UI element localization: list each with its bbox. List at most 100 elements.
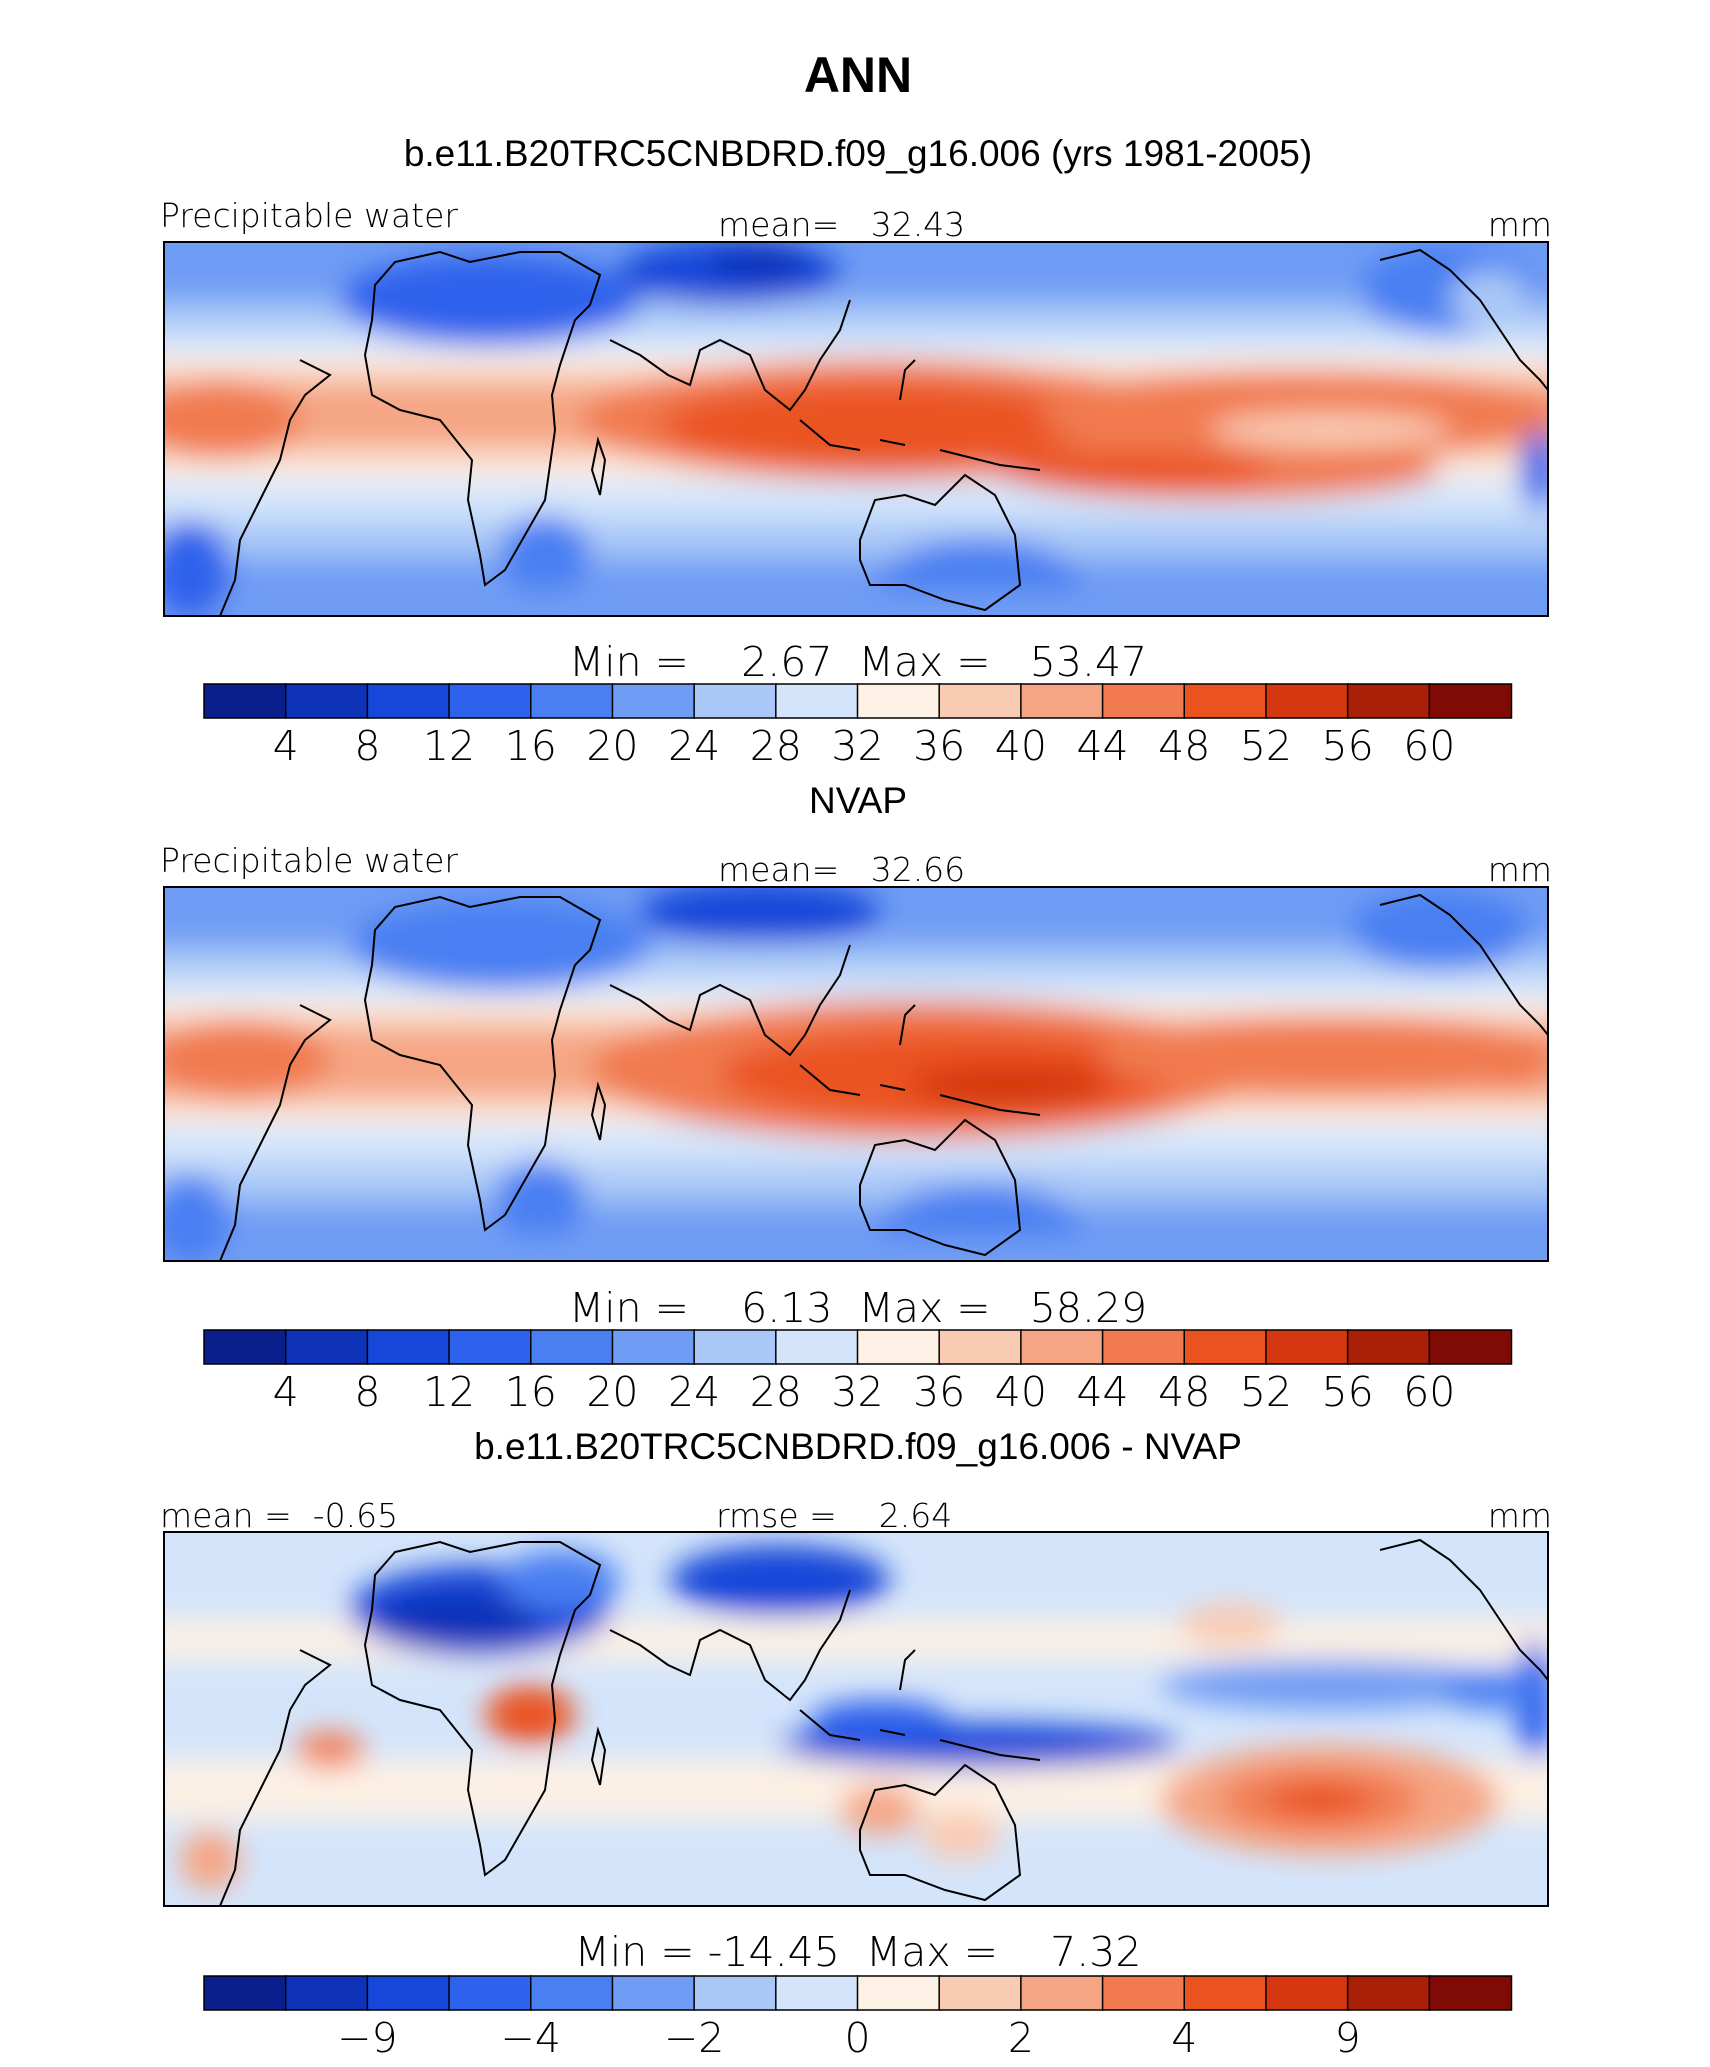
colorbar-swatch bbox=[1020, 683, 1104, 719]
colorbar-swatch bbox=[1346, 1329, 1431, 1365]
colorbar-tick-label: 40 bbox=[995, 1368, 1047, 1416]
colorbar-swatch bbox=[938, 683, 1023, 719]
colorbar-tick-label: 56 bbox=[1322, 722, 1374, 770]
colorbar-swatch bbox=[1101, 683, 1186, 719]
colorbar-swatch bbox=[775, 1975, 859, 2011]
colorbar-swatch bbox=[693, 1329, 778, 1365]
colorbar-swatch bbox=[203, 683, 287, 719]
contour-map bbox=[164, 242, 1548, 616]
contour-map bbox=[164, 887, 1548, 1261]
colorbar-tick-label: 48 bbox=[1158, 1368, 1210, 1416]
colorbar-tick-label: 40 bbox=[995, 722, 1047, 770]
colorbar-swatch bbox=[856, 1975, 941, 2011]
colorbar-swatch bbox=[284, 1975, 369, 2011]
variable-label: Precipitable water bbox=[160, 841, 458, 880]
panel-obs: NVAP Precipitable water mean= 32.66 mm bbox=[160, 780, 1552, 1416]
colorbar-swatch bbox=[448, 683, 532, 719]
colorbar: 4 8 12 16 20 24 28 32 36 40 44 48 52 56 60 bbox=[203, 683, 1513, 770]
colorbar-swatch bbox=[1265, 683, 1349, 719]
colorbar-swatch bbox=[856, 683, 941, 719]
panel-title: b.e11.B20TRC5CNBDRD.f09_g16.006 (yrs 198… bbox=[404, 133, 1312, 174]
colorbar-swatch bbox=[530, 683, 614, 719]
variable-label: Precipitable water bbox=[160, 196, 458, 235]
colorbar-swatch bbox=[1346, 1975, 1431, 2011]
colorbar-swatch bbox=[1265, 1975, 1349, 2011]
colorbar-swatch bbox=[611, 683, 696, 719]
colorbar-swatch bbox=[693, 1975, 778, 2011]
colorbar-swatch bbox=[530, 1329, 614, 1365]
colorbar-tick-label: 20 bbox=[586, 722, 638, 770]
colorbar-swatch bbox=[938, 1975, 1023, 2011]
colorbar-swatch bbox=[1183, 1329, 1268, 1365]
colorbar-tick-label: 32 bbox=[831, 722, 883, 770]
contour-map bbox=[164, 1532, 1548, 1906]
rmse-label: rmse = 2.64 bbox=[716, 1496, 952, 1535]
units-label: mm bbox=[1488, 850, 1552, 889]
colorbar-swatch bbox=[203, 1329, 287, 1365]
colorbar-swatch bbox=[938, 1329, 1023, 1365]
units-label: mm bbox=[1488, 1496, 1552, 1535]
colorbar-tick-label: 4 bbox=[273, 1368, 299, 1416]
colorbar-tick-label: 2 bbox=[1008, 2014, 1034, 2062]
min-max-label: Min = 2.67 Max = 53.47 bbox=[569, 638, 1147, 686]
colorbar: 4 8 12 16 20 24 28 32 36 40 44 48 52 56 60 bbox=[203, 1329, 1513, 1416]
colorbar-tick-label: 0 bbox=[844, 2014, 870, 2062]
colorbar-swatch bbox=[1428, 1975, 1513, 2011]
colorbar-tick-label: 9 bbox=[1335, 2014, 1361, 2062]
colorbar-tick-label: 32 bbox=[831, 1368, 883, 1416]
colorbar-tick-label: 24 bbox=[668, 1368, 720, 1416]
colorbar-swatch bbox=[1428, 1329, 1513, 1365]
colorbar-tick-label: −9 bbox=[337, 2014, 397, 2062]
min-max-label: Min = -14.45 Max = 7.32 bbox=[575, 1928, 1142, 1976]
colorbar-tick-label: 60 bbox=[1403, 1368, 1455, 1416]
colorbar-swatch bbox=[856, 1329, 941, 1365]
mean-label: mean= 32.43 bbox=[718, 205, 965, 244]
colorbar-tick-label: 4 bbox=[273, 722, 299, 770]
panel-title: NVAP bbox=[809, 780, 907, 821]
colorbar-swatch bbox=[1101, 1975, 1186, 2011]
panel-title: b.e11.B20TRC5CNBDRD.f09_g16.006 - NVAP bbox=[474, 1426, 1242, 1467]
colorbar-swatch bbox=[530, 1975, 614, 2011]
colorbar-swatch bbox=[611, 1975, 696, 2011]
colorbar-swatch bbox=[1020, 1329, 1104, 1365]
colorbar-swatch bbox=[1183, 683, 1268, 719]
colorbar-swatch bbox=[366, 683, 451, 719]
panel-model: b.e11.B20TRC5CNBDRD.f09_g16.006 (yrs 198… bbox=[160, 133, 1552, 770]
colorbar-swatch bbox=[611, 1329, 696, 1365]
colorbar-swatch bbox=[1183, 1975, 1268, 2011]
colorbar-tick-label: 60 bbox=[1403, 722, 1455, 770]
colorbar-tick-label: −2 bbox=[664, 2014, 724, 2062]
colorbar-tick-label: 16 bbox=[505, 1368, 557, 1416]
colorbar-swatch bbox=[775, 683, 859, 719]
figure-title: ANN bbox=[804, 47, 912, 103]
colorbar-tick-label: 28 bbox=[750, 722, 802, 770]
colorbar-tick-label: 56 bbox=[1322, 1368, 1374, 1416]
colorbar-swatch bbox=[1346, 683, 1431, 719]
colorbar-tick-label: −4 bbox=[501, 2014, 561, 2062]
colorbar-swatch bbox=[203, 1975, 287, 2011]
colorbar-swatch bbox=[284, 683, 369, 719]
colorbar-tick-label: 12 bbox=[423, 1368, 475, 1416]
colorbar-swatch bbox=[1428, 683, 1513, 719]
colorbar-swatch bbox=[693, 683, 778, 719]
colorbar-swatch bbox=[366, 1975, 451, 2011]
colorbar-tick-label: 8 bbox=[354, 722, 380, 770]
colorbar-swatch bbox=[284, 1329, 369, 1365]
colorbar-tick-label: 52 bbox=[1240, 722, 1292, 770]
colorbar-swatch bbox=[448, 1329, 532, 1365]
mean-label: mean= 32.66 bbox=[718, 850, 965, 889]
colorbar-tick-label: 36 bbox=[913, 1368, 965, 1416]
colorbar-tick-label: 36 bbox=[913, 722, 965, 770]
colorbar-swatch bbox=[775, 1329, 859, 1365]
colorbar-tick-label: 24 bbox=[668, 722, 720, 770]
colorbar-tick-label: 44 bbox=[1076, 722, 1128, 770]
colorbar-swatch bbox=[366, 1329, 451, 1365]
units-label: mm bbox=[1488, 205, 1552, 244]
mean-label: mean = -0.65 bbox=[160, 1496, 398, 1535]
colorbar-tick-label: 16 bbox=[505, 722, 557, 770]
colorbar-swatch bbox=[1265, 1329, 1349, 1365]
min-max-label: Min = 6.13 Max = 58.29 bbox=[569, 1284, 1147, 1332]
colorbar-swatch bbox=[448, 1975, 532, 2011]
colorbar-tick-label: 4 bbox=[1171, 2014, 1197, 2062]
